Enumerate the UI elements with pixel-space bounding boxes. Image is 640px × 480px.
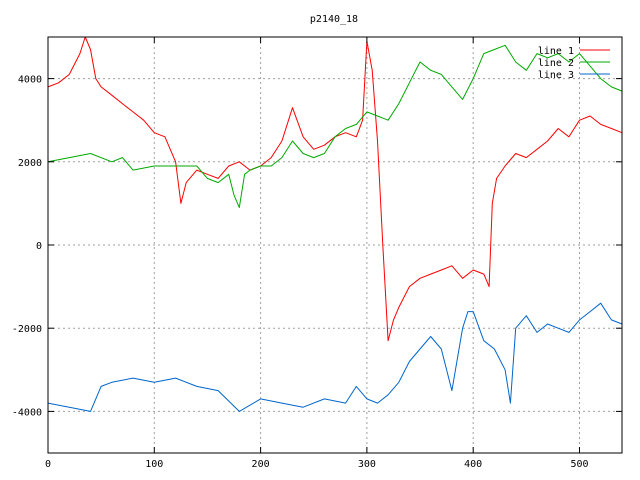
x-tick-label: 0 — [45, 459, 51, 470]
series-line-2 — [47, 44, 623, 209]
grid — [48, 37, 622, 453]
x-tick-label: 200 — [252, 459, 270, 470]
x-tick-label: 400 — [464, 459, 482, 470]
x-tick-label: 300 — [358, 459, 376, 470]
y-tick-label: -2000 — [12, 324, 42, 335]
series-line-1 — [47, 36, 623, 342]
legend-label-3: line 3 — [538, 70, 574, 81]
y-tick-label: 0 — [36, 241, 42, 252]
series-line-3 — [47, 302, 623, 412]
y-tick-label: 2000 — [18, 158, 42, 169]
chart-title: p2140_18 — [310, 14, 358, 25]
y-tick-label: 4000 — [18, 75, 42, 86]
series-lines — [47, 36, 623, 412]
legend-label-2: line 2 — [538, 58, 574, 69]
y-tick-label: -4000 — [12, 407, 42, 418]
legend-label-1: line 1 — [538, 46, 574, 57]
x-tick-label: 100 — [145, 459, 163, 470]
x-tick-label: 500 — [570, 459, 588, 470]
axis-ticks: 0 100 200 300 400 500 -4000 -2000 0 2000 4000 — [12, 37, 622, 470]
